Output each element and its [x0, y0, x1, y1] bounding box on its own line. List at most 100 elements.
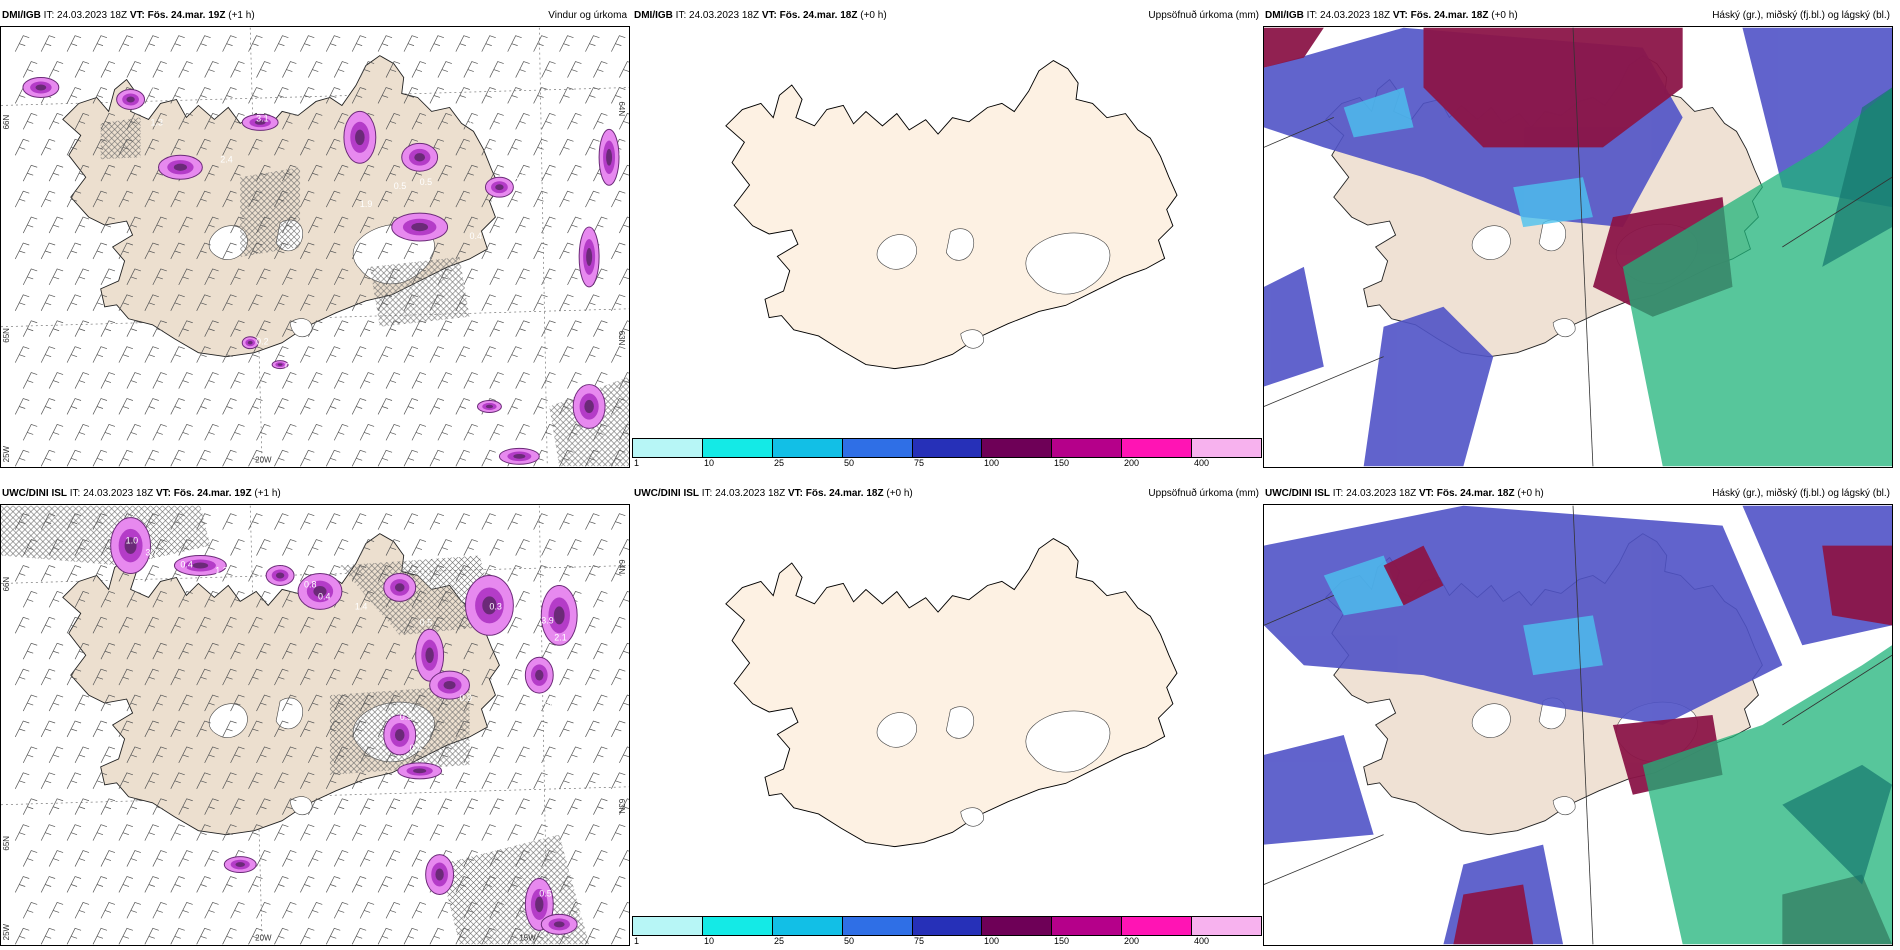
- lead-time: (+0 h): [1517, 488, 1544, 499]
- lead-time: (+1 h): [254, 488, 281, 499]
- grid-label: 63N: [617, 799, 626, 814]
- precip-value-label: 0.3: [619, 149, 629, 159]
- precip-value-label: 0.5: [420, 247, 432, 257]
- map-frame: [1263, 26, 1893, 468]
- precip-value-label: 0.4: [318, 591, 330, 601]
- precip-value-label: 0.3: [489, 601, 501, 611]
- panel-header: DMI/IGB IT: 24.03.2023 18Z VT: Fös. 24.m…: [1263, 6, 1893, 26]
- legend-tick: 75: [914, 458, 925, 468]
- lead-time: (+0 h): [1491, 10, 1518, 21]
- precip-value-label: 0.9: [460, 693, 472, 703]
- legend-tick: 25: [774, 936, 785, 946]
- panel-uwc-wind: UWC/DINI ISL IT: 24.03.2023 18Z VT: Fös.…: [0, 484, 630, 946]
- legend-swatch: [1052, 917, 1123, 935]
- grid-label: 15W: [519, 933, 536, 942]
- wind-precip-map: 1.03.10.41.20.80.41.40.50.33.92.10.51.20…: [1, 505, 629, 945]
- wind-barbs: [14, 513, 629, 945]
- precip-legend: 1 10 25 50 75 100 150 200 400: [632, 916, 1262, 946]
- projection-lines: [1264, 27, 1892, 467]
- grid-label: 63N: [617, 331, 626, 346]
- valid-time: VT: Fös. 24.mar. 18Z: [1418, 488, 1515, 499]
- precip-value-label: 0.4: [479, 797, 491, 807]
- model-name: DMI/IGB: [1265, 10, 1304, 21]
- panel-uwc-accum: UWC/DINI ISL IT: 24.03.2023 18Z VT: Fös.…: [632, 484, 1262, 946]
- map-layers: 1.03.10.41.20.80.41.40.50.33.92.10.51.20…: [1, 505, 629, 945]
- lead-time: (+0 h): [886, 488, 913, 499]
- accumulated-precip-map: [632, 504, 1262, 916]
- precip-value-label: 0.5: [544, 697, 556, 707]
- precip-legend: 1 10 25 50 75 100 150 200 400: [632, 438, 1262, 468]
- init-time: IT: 24.03.2023 18Z: [675, 10, 760, 21]
- legend-tick: 400: [1194, 936, 1210, 946]
- legend-tick: 200: [1124, 936, 1140, 946]
- low-cloud-dark-layer: [1822, 87, 1892, 267]
- cloud-cover-map: [1264, 27, 1892, 467]
- legend-tick: 75: [914, 936, 925, 946]
- legend-swatch: [772, 439, 843, 457]
- legend-tick: 100: [984, 936, 1000, 946]
- panel-uwc-cloud: UWC/DINI ISL IT: 24.03.2023 18Z VT: Fös.…: [1263, 484, 1893, 946]
- map-frame: [1263, 504, 1893, 946]
- grid-label: 64N: [617, 560, 626, 575]
- precip-value-label: 0.1: [579, 910, 591, 920]
- hatched-area: [240, 167, 301, 257]
- legend-swatch: [912, 917, 983, 935]
- precip-value-label: 1.2: [516, 197, 528, 207]
- legend-tick: 400: [1194, 458, 1210, 468]
- legend-swatch: [772, 917, 843, 935]
- wind-precip-map: 1.7 3.1 2.4 1.3 0.8 0.5 1.5 0.4 0.5 1.2 0.8 0.2 0.4 0…: [1, 27, 629, 467]
- precip-value-label: 1.9: [360, 199, 372, 209]
- projection-lines: [1264, 505, 1892, 945]
- precip-value-label: 1.3: [151, 117, 163, 127]
- precip-value-label: 1.5: [514, 171, 526, 181]
- panel-title: Uppsöfnuð úrkoma (mm): [1148, 10, 1259, 21]
- model-name: UWC/DINI ISL: [1265, 488, 1330, 499]
- grid-label: 25W: [2, 923, 11, 940]
- precip-value-label: 0.8: [544, 197, 556, 207]
- legend-swatch: [633, 439, 703, 457]
- precip-value-label: 1.2: [215, 565, 227, 575]
- grid-label: 20W: [255, 933, 272, 942]
- cloud-edge-layer: [1343, 87, 1593, 228]
- precip-value-label: 1.7: [151, 83, 163, 93]
- cloud-cover-map: [1264, 505, 1892, 945]
- grid-label: 66N: [2, 577, 11, 592]
- precip-value-label: 3.1: [256, 113, 268, 123]
- precip-value-label: 3.9: [541, 615, 553, 625]
- panel-title: Vindur og úrkoma: [548, 10, 627, 21]
- map-frame: 1 10 25 50 75 100 150 200 400: [632, 26, 1262, 468]
- panel-header: DMI/IGB IT: 24.03.2023 18Z VT: Fös. 24.m…: [0, 6, 630, 26]
- low-cloud-dark-layer: [1782, 764, 1892, 885]
- map-layers: [1264, 505, 1892, 945]
- low-cloud-layer: [1642, 645, 1892, 945]
- model-name: UWC/DINI ISL: [634, 488, 699, 499]
- legend-tick: 200: [1124, 458, 1140, 468]
- precip-value-label: 0.5: [394, 181, 406, 191]
- panel-dmi-wind: DMI/IGB IT: 24.03.2023 18Z VT: Fös. 24.m…: [0, 6, 630, 468]
- panel-title: Uppsöfnuð úrkoma (mm): [1148, 488, 1259, 499]
- legend-swatch: [912, 439, 983, 457]
- lead-time: (+0 h): [860, 10, 887, 21]
- hatched-area: [369, 256, 470, 327]
- hatched-area: [1, 505, 211, 566]
- legend-tick: 100: [984, 458, 1000, 468]
- cloud-edge-layer: [1323, 555, 1603, 676]
- precip-value-label: 1.0: [126, 536, 138, 546]
- legend-swatch: [982, 439, 1053, 457]
- panel-dmi-accum: DMI/IGB IT: 24.03.2023 18Z VT: Fös. 24.m…: [632, 6, 1262, 468]
- precip-areas: [22, 77, 620, 465]
- grid-label: 66N: [2, 115, 11, 130]
- grid-label: 65N: [2, 836, 11, 851]
- precip-value-label: 0.4: [285, 362, 297, 372]
- grid-labels: 66N 65N 64N 63N 25W 20W 15W: [2, 560, 626, 943]
- precip-value-labels: 1.7 3.1 2.4 1.3 0.8 0.5 1.5 0.4 0.5 1.2 0.8 0.2 0.4 0…: [151, 83, 629, 371]
- precip-value-label: 3.1: [146, 548, 158, 558]
- init-time: IT: 24.03.2023 18Z: [1332, 488, 1417, 499]
- panel-header: UWC/DINI ISL IT: 24.03.2023 18Z VT: Fös.…: [632, 484, 1262, 504]
- precip-value-label: 2.4: [220, 154, 232, 164]
- valid-time: VT: Fös. 24.mar. 18Z: [787, 488, 884, 499]
- legend-cells: [632, 916, 1262, 936]
- valid-time: VT: Fös. 24.mar. 18Z: [1392, 10, 1489, 21]
- grid-label: 25W: [2, 445, 11, 462]
- legend-tick: 50: [844, 458, 855, 468]
